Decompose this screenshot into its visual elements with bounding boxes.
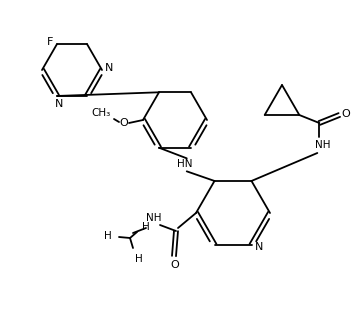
Text: H: H: [104, 231, 112, 241]
Text: O: O: [171, 260, 180, 270]
Text: O: O: [119, 118, 129, 128]
Text: NH: NH: [315, 140, 330, 150]
Text: N: N: [105, 63, 113, 73]
Text: N: N: [255, 242, 264, 252]
Text: F: F: [47, 37, 53, 47]
Text: NH: NH: [146, 213, 162, 223]
Text: H: H: [135, 254, 143, 264]
Text: N: N: [55, 99, 63, 109]
Text: O: O: [341, 109, 350, 119]
Text: CH₃: CH₃: [91, 108, 111, 118]
Text: H: H: [142, 222, 150, 232]
Text: HN: HN: [177, 159, 193, 169]
